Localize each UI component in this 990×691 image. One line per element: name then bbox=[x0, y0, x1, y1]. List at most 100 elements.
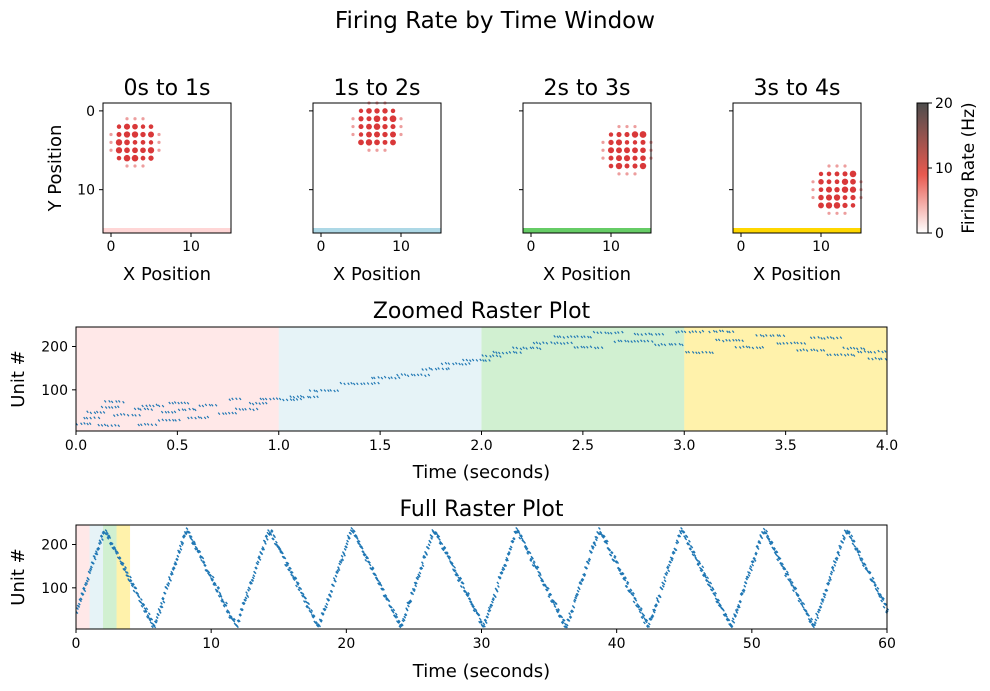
spike-mark bbox=[368, 560, 371, 564]
spike-mark bbox=[203, 564, 207, 568]
spike-mark bbox=[383, 594, 387, 598]
spike-mark bbox=[406, 601, 410, 605]
spike-mark bbox=[374, 573, 377, 577]
spike-mark bbox=[734, 609, 738, 613]
spike-mark bbox=[725, 614, 728, 618]
unit-dot bbox=[147, 131, 155, 138]
spike-mark bbox=[455, 361, 458, 365]
spike-mark bbox=[645, 618, 649, 622]
spike-mark bbox=[82, 586, 86, 590]
spike-mark bbox=[100, 405, 104, 409]
spike-mark bbox=[77, 604, 81, 608]
spike-mark bbox=[551, 600, 555, 604]
spike-mark bbox=[550, 341, 553, 344]
spike-mark bbox=[469, 600, 473, 604]
zoomed-raster-plot: 0.0 0.5 1.0 1.5 2.0 2.5 3.0 3.5 4.0 100 200 Zoomed … bbox=[8, 299, 898, 483]
spike-mark bbox=[195, 548, 199, 552]
unit-dot bbox=[116, 155, 122, 161]
spike-mark bbox=[591, 545, 595, 549]
spike-mark bbox=[882, 596, 885, 600]
spike-mark bbox=[638, 610, 642, 614]
unit-dot bbox=[358, 139, 364, 146]
spike-mark bbox=[228, 616, 231, 620]
spike-mark bbox=[625, 582, 629, 586]
spike-mark bbox=[565, 625, 568, 629]
spike-mark bbox=[789, 581, 793, 585]
spike-mark bbox=[863, 562, 867, 566]
spike-mark bbox=[345, 542, 349, 546]
spike-mark bbox=[731, 617, 735, 621]
spike-mark bbox=[130, 584, 134, 588]
spike-mark bbox=[507, 552, 511, 556]
spike-mark bbox=[79, 597, 83, 601]
spike-mark bbox=[639, 608, 643, 612]
spike-mark bbox=[756, 547, 760, 550]
spike-mark bbox=[640, 333, 644, 337]
x-tick-label: 10 bbox=[812, 239, 830, 255]
spike-mark bbox=[108, 536, 112, 539]
spike-mark bbox=[692, 550, 696, 554]
spike-mark bbox=[384, 594, 388, 597]
spike-mark bbox=[97, 416, 101, 420]
spike-mark bbox=[860, 558, 863, 562]
spike-mark bbox=[373, 381, 376, 385]
spike-mark bbox=[827, 581, 831, 585]
unit-dot bbox=[615, 139, 623, 146]
unit-dot bbox=[366, 123, 372, 130]
spike-mark bbox=[815, 349, 819, 352]
spike-mark bbox=[717, 338, 721, 342]
spike-mark bbox=[700, 568, 704, 572]
spike-mark bbox=[165, 418, 168, 422]
spike-mark bbox=[170, 572, 174, 576]
unit-dot bbox=[116, 124, 122, 129]
spike-mark bbox=[93, 557, 97, 561]
spike-mark bbox=[238, 408, 242, 411]
spike-mark bbox=[270, 529, 274, 533]
spike-mark bbox=[569, 610, 573, 614]
spike-mark bbox=[626, 580, 630, 584]
spike-mark bbox=[820, 336, 823, 340]
spike-mark bbox=[461, 363, 464, 366]
spike-mark bbox=[143, 422, 147, 426]
spike-mark bbox=[302, 395, 305, 399]
spike-mark bbox=[148, 404, 152, 407]
spike-mark bbox=[451, 564, 455, 567]
spike-mark bbox=[777, 557, 781, 561]
spike-mark bbox=[843, 536, 846, 540]
spike-mark bbox=[746, 575, 750, 579]
spike-mark bbox=[403, 613, 407, 617]
spike-mark bbox=[842, 346, 845, 350]
spike-mark bbox=[224, 603, 228, 607]
spike-mark bbox=[238, 613, 242, 617]
spike-mark bbox=[143, 407, 147, 411]
spike-mark bbox=[419, 567, 422, 571]
unit-dot bbox=[132, 147, 138, 154]
spike-mark bbox=[80, 593, 84, 597]
spike-mark bbox=[242, 601, 246, 605]
spike-mark bbox=[644, 620, 648, 624]
spike-mark bbox=[159, 605, 163, 609]
unit-dot bbox=[399, 117, 403, 121]
spike-mark bbox=[89, 416, 92, 420]
spike-mark bbox=[436, 535, 440, 539]
spike-mark bbox=[361, 550, 365, 554]
spike-mark bbox=[294, 576, 298, 580]
unit-dot bbox=[818, 179, 824, 185]
spike-mark bbox=[742, 588, 746, 592]
x-tick-label: 0.5 bbox=[166, 438, 188, 454]
spike-mark bbox=[349, 531, 353, 535]
spike-mark bbox=[553, 342, 557, 345]
spike-mark bbox=[255, 407, 259, 411]
spike-mark bbox=[365, 556, 368, 560]
spike-mark bbox=[735, 338, 738, 342]
spike-mark bbox=[437, 537, 441, 541]
spike-mark bbox=[397, 619, 401, 623]
spike-mark bbox=[776, 334, 780, 337]
x-tick-label: 0.0 bbox=[65, 438, 87, 454]
spike-mark bbox=[874, 583, 877, 587]
spike-mark bbox=[789, 341, 793, 345]
spike-mark bbox=[549, 592, 553, 596]
spike-mark bbox=[812, 348, 816, 352]
spike-mark bbox=[197, 550, 200, 554]
spike-mark bbox=[256, 562, 259, 566]
